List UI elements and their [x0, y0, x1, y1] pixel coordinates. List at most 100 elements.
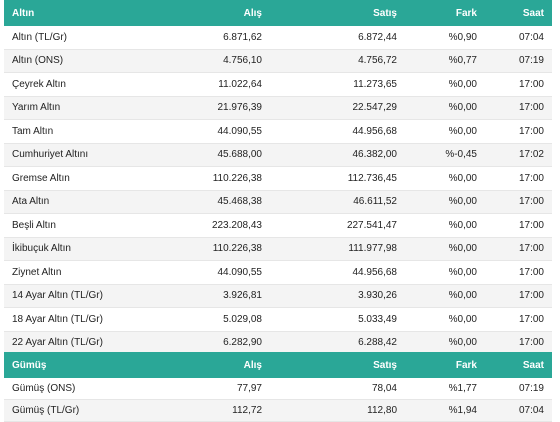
col-header-change[interactable]: Fark	[405, 352, 485, 378]
row-name[interactable]: Altın (ONS)	[4, 49, 174, 73]
row-time: 07:19	[485, 49, 552, 73]
col-header-time[interactable]: Saat	[485, 0, 552, 26]
row-sell: 3.930,26	[270, 284, 405, 308]
table-row[interactable]: Çeyrek Altın 11.022,64 11.273,65 %0,00 17:00	[4, 72, 552, 97]
row-name[interactable]: Gremse Altın	[4, 166, 174, 191]
row-name[interactable]: Ziynet Altın	[4, 260, 174, 285]
row-name[interactable]: 22 Ayar Altın (TL/Gr)	[4, 331, 174, 355]
row-sell: 111.977,98	[270, 237, 405, 261]
table-row[interactable]: Beşli Altın 223.208,43 227.541,47 %0,00 17:0…	[4, 213, 552, 238]
row-name[interactable]: Çeyrek Altın	[4, 72, 174, 97]
table-row[interactable]: Cumhuriyet Altını 45.688,00 46.382,00 %-0,4…	[4, 143, 552, 167]
row-time: 17:00	[485, 166, 552, 191]
row-sell: 6.288,42	[270, 331, 405, 355]
row-change: %0,00	[405, 237, 485, 261]
row-sell: 112.736,45	[270, 166, 405, 191]
row-sell: 112,80	[270, 399, 405, 422]
row-sell: 46.382,00	[270, 143, 405, 167]
row-time: 17:00	[485, 119, 552, 144]
row-name[interactable]: Gümüş (TL/Gr)	[4, 399, 174, 422]
table-row[interactable]: Gümüş (TL/Gr) 112,72 112,80 %1,94 07:04	[4, 399, 552, 422]
row-time: 17:00	[485, 72, 552, 97]
table-row[interactable]: 22 Ayar Altın (TL/Gr) 6.282,90 6.288,42 %0,…	[4, 331, 552, 355]
row-name[interactable]: 14 Ayar Altın (TL/Gr)	[4, 284, 174, 308]
row-change: %0,00	[405, 72, 485, 97]
row-sell: 6.872,44	[270, 26, 405, 50]
row-sell: 4.756,72	[270, 49, 405, 73]
table-row[interactable]: 14 Ayar Altın (TL/Gr) 3.926,81 3.930,26 %0,…	[4, 284, 552, 308]
row-buy: 45.468,38	[174, 190, 270, 214]
row-buy: 5.029,08	[174, 307, 270, 332]
row-buy: 44.090,55	[174, 260, 270, 285]
silver-price-table: Gümüş Alış Satış Fark Saat Gümüş (ONS) 77…	[4, 352, 552, 422]
row-time: 17:02	[485, 143, 552, 167]
row-time: 07:19	[485, 378, 552, 400]
table-row[interactable]: Altın (ONS) 4.756,10 4.756,72 %0,77 07:19	[4, 49, 552, 73]
col-header-sell[interactable]: Satış	[270, 0, 405, 26]
row-time: 17:00	[485, 237, 552, 261]
row-change: %0,00	[405, 190, 485, 214]
table-row[interactable]: Altın (TL/Gr) 6.871,62 6.872,44 %0,90 07:04	[4, 26, 552, 50]
gold-price-table: Altın Alış Satış Fark Saat Altın (TL/Gr)…	[4, 0, 552, 355]
table-row[interactable]: Ata Altın 45.468,38 46.611,52 %0,00 17:00	[4, 190, 552, 214]
table-row[interactable]: Gremse Altın 110.226,38 112.736,45 %0,00 17:…	[4, 166, 552, 191]
row-time: 17:00	[485, 260, 552, 285]
col-header-name[interactable]: Altın	[4, 0, 174, 26]
row-sell: 227.541,47	[270, 213, 405, 238]
row-sell: 44.956,68	[270, 119, 405, 144]
row-change: %0,00	[405, 307, 485, 332]
row-buy: 6.871,62	[174, 26, 270, 50]
table-row[interactable]: Tam Altın 44.090,55 44.956,68 %0,00 17:00	[4, 119, 552, 144]
row-change: %0,90	[405, 26, 485, 50]
row-name[interactable]: Beşli Altın	[4, 213, 174, 238]
row-change: %1,94	[405, 399, 485, 422]
table-row[interactable]: Ziynet Altın 44.090,55 44.956,68 %0,00 17:00	[4, 260, 552, 285]
row-buy: 6.282,90	[174, 331, 270, 355]
table-row[interactable]: Yarım Altın 21.976,39 22.547,29 %0,00 17:00	[4, 96, 552, 120]
row-time: 17:00	[485, 284, 552, 308]
col-header-change[interactable]: Fark	[405, 0, 485, 26]
row-name[interactable]: 18 Ayar Altın (TL/Gr)	[4, 307, 174, 332]
col-header-sell[interactable]: Satış	[270, 352, 405, 378]
row-change: %0,00	[405, 284, 485, 308]
gold-table-header: Altın Alış Satış Fark Saat	[4, 0, 552, 26]
row-name[interactable]: Altın (TL/Gr)	[4, 26, 174, 50]
table-row[interactable]: Gümüş (ONS) 77,97 78,04 %1,77 07:19	[4, 378, 552, 400]
row-sell: 78,04	[270, 378, 405, 400]
row-buy: 110.226,38	[174, 166, 270, 191]
row-name[interactable]: İkibuçuk Altın	[4, 237, 174, 261]
row-sell: 11.273,65	[270, 72, 405, 97]
row-buy: 44.090,55	[174, 119, 270, 144]
col-header-name[interactable]: Gümüş	[4, 352, 174, 378]
row-buy: 4.756,10	[174, 49, 270, 73]
row-change: %0,00	[405, 119, 485, 144]
row-change: %0,77	[405, 49, 485, 73]
row-sell: 44.956,68	[270, 260, 405, 285]
table-row[interactable]: İkibuçuk Altın 110.226,38 111.977,98 %0,00 1…	[4, 237, 552, 261]
row-buy: 45.688,00	[174, 143, 270, 167]
row-buy: 11.022,64	[174, 72, 270, 97]
row-time: 17:00	[485, 96, 552, 120]
row-sell: 46.611,52	[270, 190, 405, 214]
row-time: 17:00	[485, 307, 552, 332]
row-time: 17:00	[485, 213, 552, 238]
row-name[interactable]: Tam Altın	[4, 119, 174, 144]
row-change: %0,00	[405, 213, 485, 238]
row-buy: 77,97	[174, 378, 270, 400]
row-buy: 3.926,81	[174, 284, 270, 308]
row-name[interactable]: Ata Altın	[4, 190, 174, 214]
col-header-buy[interactable]: Alış	[174, 352, 270, 378]
table-row[interactable]: 18 Ayar Altın (TL/Gr) 5.029,08 5.033,49 %0,…	[4, 307, 552, 332]
row-change: %-0,45	[405, 143, 485, 167]
row-buy: 21.976,39	[174, 96, 270, 120]
row-time: 07:04	[485, 26, 552, 50]
col-header-buy[interactable]: Alış	[174, 0, 270, 26]
row-time: 17:00	[485, 331, 552, 355]
row-name[interactable]: Yarım Altın	[4, 96, 174, 120]
row-sell: 22.547,29	[270, 96, 405, 120]
col-header-time[interactable]: Saat	[485, 352, 552, 378]
row-time: 17:00	[485, 190, 552, 214]
row-name[interactable]: Gümüş (ONS)	[4, 378, 174, 400]
row-buy: 223.208,43	[174, 213, 270, 238]
row-name[interactable]: Cumhuriyet Altını	[4, 143, 174, 167]
